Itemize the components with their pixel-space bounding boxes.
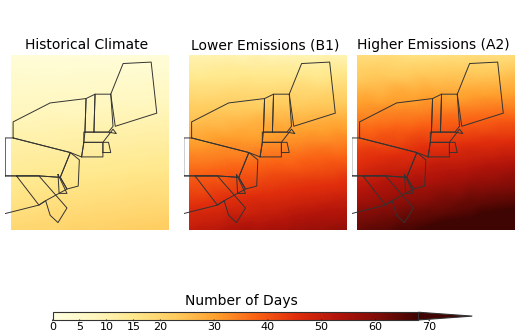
Polygon shape: [418, 312, 472, 320]
Text: 30: 30: [207, 322, 221, 331]
Text: Number of Days: Number of Days: [185, 294, 297, 308]
Text: 60: 60: [369, 322, 382, 331]
Text: 50: 50: [314, 322, 329, 331]
Title: Lower Emissions (B1): Lower Emissions (B1): [191, 38, 339, 52]
Text: 10: 10: [100, 322, 113, 331]
Text: 0: 0: [49, 322, 56, 331]
Text: 5: 5: [76, 322, 83, 331]
Text: 40: 40: [261, 322, 275, 331]
Bar: [52, 312, 418, 320]
Text: 15: 15: [127, 322, 140, 331]
Text: 20: 20: [153, 322, 167, 331]
Text: 70: 70: [422, 322, 436, 331]
Title: Higher Emissions (A2): Higher Emissions (A2): [357, 38, 509, 52]
Title: Historical Climate: Historical Climate: [25, 38, 148, 52]
